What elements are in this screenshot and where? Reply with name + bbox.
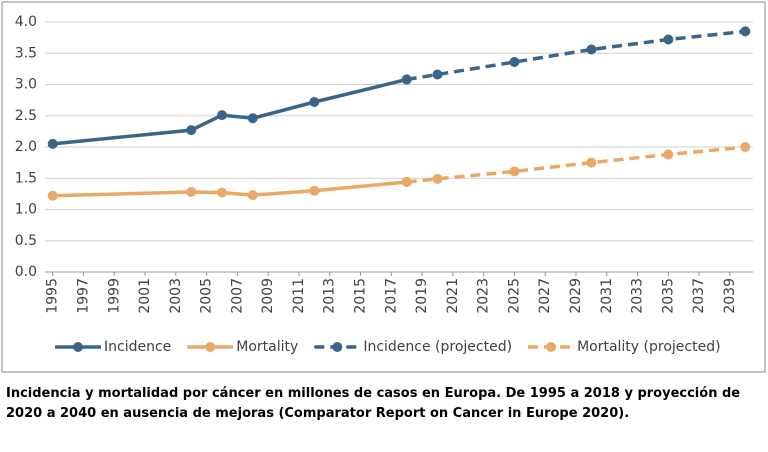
- x-tick-label: 2031: [599, 278, 615, 314]
- y-tick-label: 0.5: [15, 233, 37, 249]
- point: [740, 26, 751, 37]
- x-tick-label: 2019: [414, 278, 430, 314]
- series-line: [52, 180, 407, 198]
- series-line: [52, 77, 408, 146]
- y-tick-label: 0.0: [15, 264, 37, 280]
- x-tick-label: 2035: [660, 278, 676, 314]
- point: [401, 74, 412, 85]
- legend-label: Incidence (projected): [363, 339, 512, 355]
- legend-label: Incidence: [104, 339, 171, 355]
- point: [432, 173, 443, 184]
- point: [509, 57, 520, 67]
- legend-marker: [73, 342, 83, 352]
- point: [247, 113, 258, 124]
- point: [247, 190, 258, 201]
- x-tick-label: 2015: [353, 278, 369, 314]
- chart: 0.0 0.5 1.0 1.5 2.0 2.5 3.0 3.5 4.0 1995 1997 1999 2…: [1, 1, 766, 373]
- x-tick-label: 1999: [106, 278, 122, 314]
- x-tick-label: 2005: [199, 278, 215, 314]
- y-tick-label: 2.5: [15, 108, 37, 124]
- point: [740, 142, 751, 152]
- x-tick-label: 1997: [75, 278, 91, 314]
- y-tick-label: 2.0: [15, 139, 37, 155]
- point: [186, 125, 197, 136]
- point: [186, 187, 197, 197]
- legend-marker: [205, 342, 216, 352]
- y-tick-label: 1.0: [15, 202, 37, 218]
- x-tick-label: 2025: [506, 278, 522, 314]
- point: [47, 190, 58, 201]
- point: [586, 157, 597, 168]
- chart-frame: [1, 1, 766, 373]
- x-tick-label: 2017: [383, 278, 399, 314]
- x-tick-label: 2029: [568, 278, 584, 314]
- x-tick-label: 2023: [476, 278, 492, 314]
- x-tick-label: 2013: [322, 278, 338, 314]
- y-tick-label: 3.0: [15, 77, 37, 93]
- legend-marker: [332, 342, 343, 352]
- x-tick-label: 2003: [168, 278, 184, 314]
- point: [432, 69, 443, 80]
- legend-label: Mortality: [236, 339, 298, 355]
- y-tick-label: 4.0: [15, 14, 37, 30]
- legend-label: Mortality (projected): [577, 339, 721, 355]
- x-tick-label: 2033: [630, 278, 646, 314]
- point: [509, 166, 520, 177]
- series-line: [406, 29, 746, 82]
- x-tick-label: 2011: [291, 278, 307, 314]
- point: [309, 97, 320, 107]
- x-tick-label: 1995: [45, 278, 61, 314]
- legend-marker: [546, 342, 557, 352]
- point: [663, 34, 674, 45]
- point: [309, 185, 320, 196]
- point: [217, 187, 227, 198]
- point: [401, 177, 412, 187]
- x-tick-label: 2021: [445, 278, 461, 314]
- x-tick-label: 2027: [537, 278, 553, 314]
- x-tick-label: 2001: [137, 278, 153, 314]
- series-line: [406, 145, 746, 184]
- y-tick-label: 3.5: [15, 45, 37, 61]
- x-tick-label: 2039: [722, 278, 738, 314]
- x-tick-label: 2009: [260, 278, 276, 314]
- point: [47, 138, 58, 149]
- caption: Incidencia y mortalidad por cáncer en mi…: [6, 386, 741, 421]
- x-tick-label: 2007: [229, 278, 245, 314]
- point: [217, 110, 227, 121]
- point: [586, 44, 597, 55]
- x-tick-label: 2037: [691, 278, 707, 314]
- y-tick-label: 1.5: [15, 170, 37, 186]
- point: [663, 149, 674, 160]
